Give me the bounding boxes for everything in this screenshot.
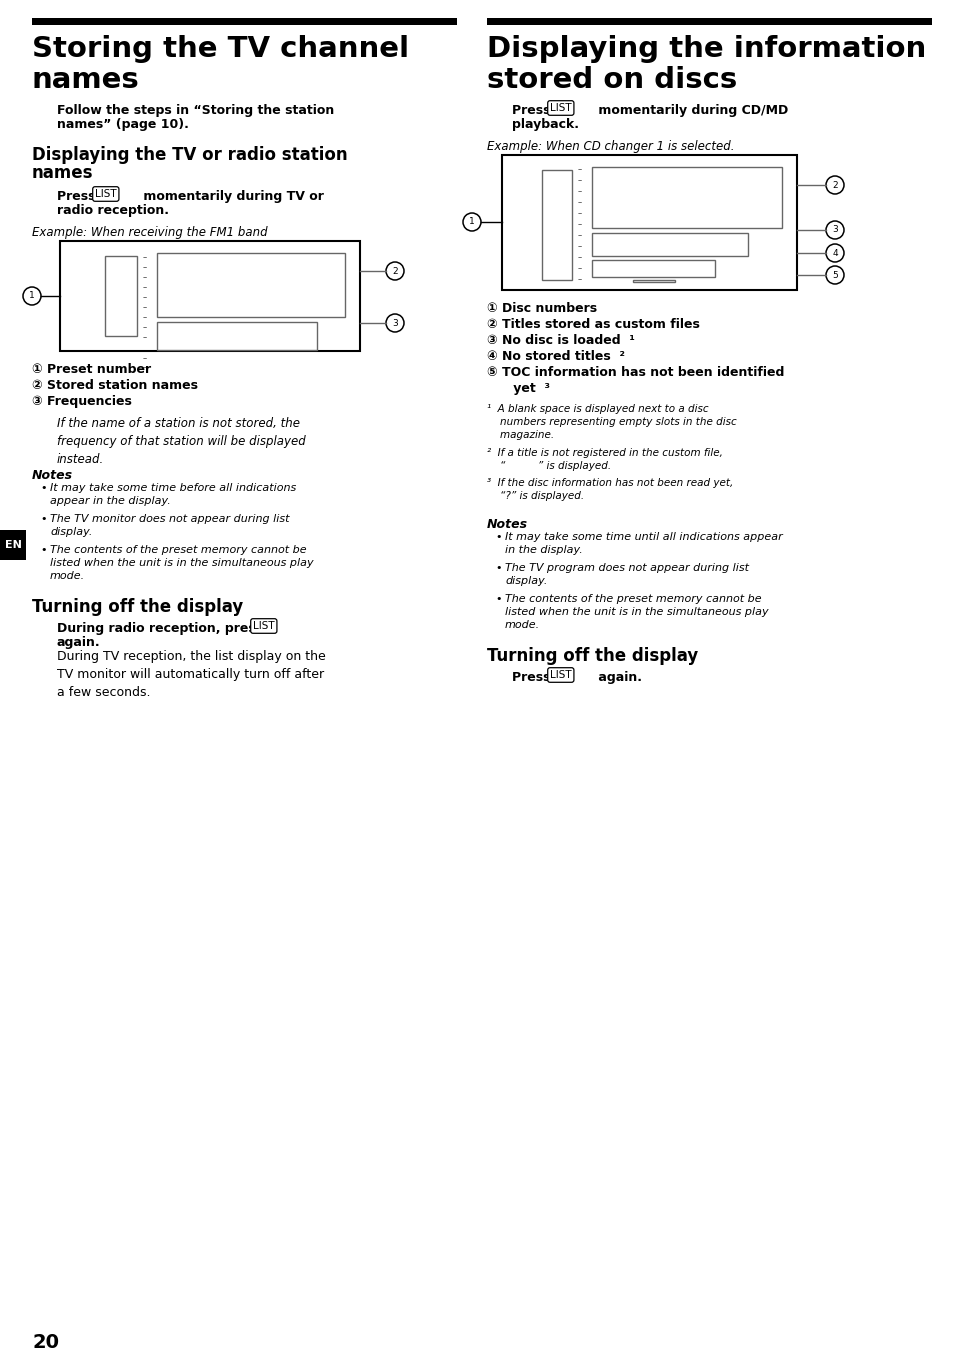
Text: –: – — [143, 272, 147, 282]
Text: •: • — [40, 482, 47, 493]
Text: Displaying the information: Displaying the information — [486, 35, 925, 62]
Text: ② Titles stored as custom files: ② Titles stored as custom files — [486, 318, 700, 331]
Text: –: – — [578, 243, 581, 251]
Text: ② Stored station names: ② Stored station names — [32, 379, 198, 392]
Text: 2: 2 — [392, 267, 397, 275]
Text: LIST: LIST — [253, 621, 274, 631]
Text: playback.: playback. — [512, 118, 578, 131]
Bar — [486, 18, 931, 24]
Text: •: • — [40, 545, 47, 556]
Text: The TV program does not appear during list
display.: The TV program does not appear during li… — [504, 562, 748, 587]
Text: –: – — [578, 253, 581, 262]
Text: Notes: Notes — [486, 518, 528, 531]
Text: 20: 20 — [32, 1333, 59, 1352]
Text: •: • — [40, 514, 47, 524]
Bar — [592, 233, 747, 256]
Text: Press: Press — [512, 104, 555, 117]
Text: –: – — [143, 263, 147, 272]
Text: ④ No stored titles  ²: ④ No stored titles ² — [486, 350, 624, 363]
Text: During radio reception, press: During radio reception, press — [57, 622, 267, 635]
Text: –: – — [143, 283, 147, 291]
Text: –: – — [143, 304, 147, 312]
Bar — [0, 530, 26, 560]
Bar — [592, 167, 781, 228]
Text: Example: When receiving the FM1 band: Example: When receiving the FM1 band — [32, 226, 268, 238]
Text: The contents of the preset memory cannot be
listed when the unit is in the simul: The contents of the preset memory cannot… — [50, 545, 314, 581]
Text: LIST: LIST — [550, 669, 571, 680]
Text: 3: 3 — [831, 225, 837, 234]
Text: 1: 1 — [469, 218, 475, 226]
Text: If the name of a station is not stored, the
frequency of that station will be di: If the name of a station is not stored, … — [57, 417, 305, 466]
Text: Follow the steps in “Storing the station: Follow the steps in “Storing the station — [57, 104, 334, 117]
Text: ③ Frequencies: ③ Frequencies — [32, 396, 132, 408]
Text: Displaying the TV or radio station: Displaying the TV or radio station — [32, 146, 347, 164]
Bar — [541, 169, 572, 280]
Text: momentarily during CD/MD: momentarily during CD/MD — [594, 104, 787, 117]
Text: again.: again. — [594, 671, 641, 684]
Text: names: names — [32, 164, 93, 182]
Text: names” (page 10).: names” (page 10). — [57, 118, 189, 131]
Text: stored on discs: stored on discs — [486, 66, 737, 93]
Bar — [592, 260, 715, 278]
Text: –: – — [143, 355, 147, 363]
Text: names: names — [32, 66, 139, 93]
Text: Example: When CD changer 1 is selected.: Example: When CD changer 1 is selected. — [486, 140, 734, 153]
Text: –: – — [578, 209, 581, 218]
Text: –: – — [578, 165, 581, 173]
Text: •: • — [495, 533, 501, 542]
Text: LIST: LIST — [95, 188, 116, 199]
Text: The contents of the preset memory cannot be
listed when the unit is in the simul: The contents of the preset memory cannot… — [504, 593, 768, 630]
Text: •: • — [495, 593, 501, 604]
Text: LIST: LIST — [550, 103, 571, 112]
Bar — [157, 321, 316, 351]
Text: Press: Press — [57, 190, 100, 203]
Text: 1: 1 — [30, 291, 35, 301]
Text: –: – — [143, 333, 147, 341]
Text: ¹  A blank space is displayed next to a disc
    numbers representing empty slot: ¹ A blank space is displayed next to a d… — [486, 404, 736, 440]
Text: It may take some time before all indications
appear in the display.: It may take some time before all indicat… — [50, 482, 296, 507]
Text: Turning off the display: Turning off the display — [486, 646, 698, 665]
Text: Storing the TV channel: Storing the TV channel — [32, 35, 409, 62]
Text: –: – — [578, 176, 581, 186]
Bar — [157, 253, 345, 317]
Text: ³  If the disc information has not been read yet,
    “?” is displayed.: ³ If the disc information has not been r… — [486, 478, 733, 501]
Text: During TV reception, the list display on the
TV monitor will automatically turn : During TV reception, the list display on… — [57, 650, 325, 699]
Text: –: – — [578, 187, 581, 196]
Text: EN: EN — [5, 541, 21, 550]
Text: –: – — [143, 313, 147, 322]
Text: •: • — [495, 562, 501, 573]
Bar — [32, 18, 456, 24]
Bar — [60, 241, 359, 351]
Text: –: – — [143, 363, 147, 373]
Text: radio reception.: radio reception. — [57, 205, 169, 217]
Bar — [632, 280, 674, 282]
Text: ① Preset number: ① Preset number — [32, 363, 151, 375]
Text: The TV monitor does not appear during list
display.: The TV monitor does not appear during li… — [50, 514, 289, 537]
Bar — [105, 256, 137, 336]
Text: again.: again. — [57, 635, 100, 649]
Text: Press: Press — [512, 671, 555, 684]
Text: 4: 4 — [831, 248, 837, 257]
Text: –: – — [578, 264, 581, 272]
Text: –: – — [578, 198, 581, 207]
Text: –: – — [143, 293, 147, 302]
Text: ²  If a title is not registered in the custom file,
    “          ” is displaye: ² If a title is not registered in the cu… — [486, 449, 722, 472]
Text: –: – — [578, 220, 581, 229]
Text: 2: 2 — [831, 180, 837, 190]
Text: momentarily during TV or: momentarily during TV or — [139, 190, 323, 203]
Text: –: – — [578, 230, 581, 240]
Text: ③ No disc is loaded  ¹: ③ No disc is loaded ¹ — [486, 333, 634, 347]
Text: 5: 5 — [831, 271, 837, 279]
Text: ① Disc numbers: ① Disc numbers — [486, 302, 597, 314]
Text: Turning off the display: Turning off the display — [32, 598, 243, 617]
Text: –: – — [578, 275, 581, 285]
Text: –: – — [143, 322, 147, 332]
Text: It may take some time until all indications appear
in the display.: It may take some time until all indicati… — [504, 533, 781, 556]
Text: ⑤ TOC information has not been identified
      yet  ³: ⑤ TOC information has not been identifie… — [486, 366, 783, 396]
Bar — [501, 154, 796, 290]
Text: 3: 3 — [392, 318, 397, 328]
Text: –: – — [143, 253, 147, 262]
Text: Notes: Notes — [32, 469, 73, 482]
